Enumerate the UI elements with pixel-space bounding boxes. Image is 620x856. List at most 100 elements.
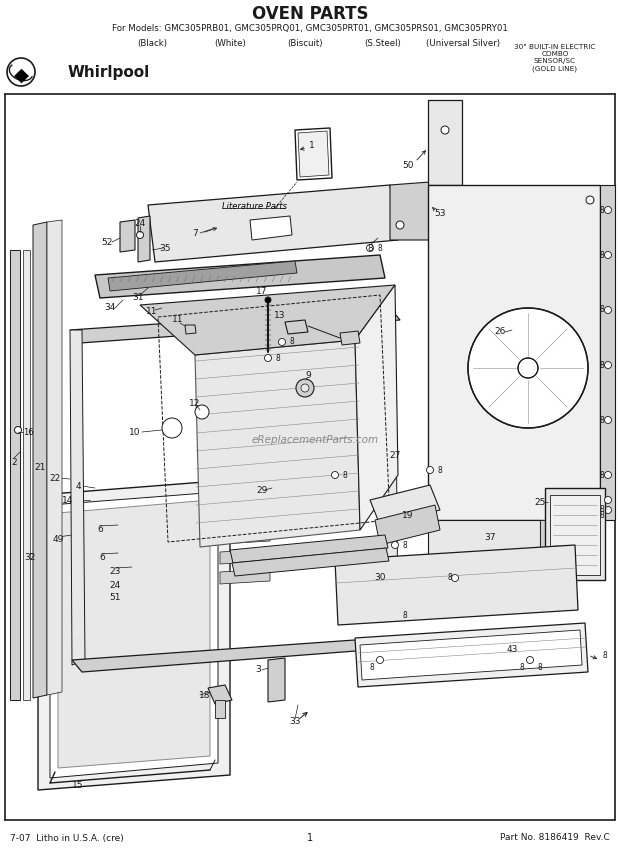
Text: 12: 12: [189, 399, 201, 407]
Text: 1: 1: [307, 833, 313, 843]
Text: 21: 21: [34, 462, 46, 472]
Polygon shape: [138, 216, 150, 262]
Polygon shape: [120, 220, 135, 252]
Circle shape: [451, 574, 459, 581]
Polygon shape: [50, 492, 218, 778]
Circle shape: [396, 221, 404, 229]
Circle shape: [604, 507, 611, 514]
Polygon shape: [340, 331, 360, 345]
Text: 13: 13: [274, 312, 286, 320]
Polygon shape: [148, 185, 398, 262]
Text: 8: 8: [600, 360, 604, 370]
Text: 8: 8: [448, 574, 453, 582]
Text: 8: 8: [538, 663, 542, 673]
Circle shape: [391, 542, 399, 549]
Text: 8: 8: [600, 471, 604, 479]
Text: 30" BUILT-IN ELECTRIC
COMBO
SENSOR/SC
(GOLD LINE): 30" BUILT-IN ELECTRIC COMBO SENSOR/SC (G…: [515, 45, 596, 72]
Circle shape: [376, 657, 384, 663]
Polygon shape: [380, 308, 398, 622]
Polygon shape: [540, 520, 600, 560]
Text: 8: 8: [378, 243, 383, 253]
Polygon shape: [428, 100, 462, 185]
Polygon shape: [33, 222, 47, 698]
Text: 24: 24: [135, 218, 146, 228]
Circle shape: [162, 418, 182, 438]
Text: (S.Steel): (S.Steel): [365, 39, 401, 47]
Polygon shape: [295, 128, 332, 180]
Circle shape: [278, 338, 285, 346]
Circle shape: [526, 664, 533, 671]
Circle shape: [604, 206, 611, 213]
Text: 8: 8: [367, 243, 373, 253]
Text: 19: 19: [402, 510, 414, 520]
Polygon shape: [370, 485, 440, 525]
Polygon shape: [208, 685, 232, 704]
Polygon shape: [360, 630, 582, 680]
Text: 51: 51: [109, 593, 121, 603]
Polygon shape: [38, 480, 230, 790]
Text: 17: 17: [256, 288, 268, 296]
Text: 15: 15: [73, 781, 84, 789]
Text: 8: 8: [600, 205, 604, 215]
Circle shape: [301, 384, 309, 392]
Polygon shape: [72, 638, 395, 672]
Text: 8: 8: [290, 337, 294, 347]
Polygon shape: [23, 250, 30, 700]
Text: 8: 8: [402, 610, 407, 620]
Text: 8: 8: [402, 540, 407, 550]
Text: 32: 32: [24, 554, 36, 562]
Circle shape: [586, 196, 594, 204]
Circle shape: [526, 657, 533, 663]
Text: 26: 26: [494, 328, 506, 336]
Text: 8: 8: [438, 466, 443, 474]
Text: 8: 8: [276, 354, 280, 362]
Polygon shape: [58, 500, 210, 768]
Polygon shape: [298, 131, 329, 177]
Circle shape: [427, 467, 433, 473]
Text: 8: 8: [600, 506, 604, 514]
Text: 8: 8: [520, 663, 525, 673]
Circle shape: [604, 472, 611, 479]
Polygon shape: [355, 623, 588, 687]
Text: 22: 22: [50, 473, 61, 483]
Text: 8: 8: [600, 510, 604, 520]
Text: 25: 25: [534, 497, 546, 507]
Text: 8: 8: [370, 663, 374, 673]
Polygon shape: [375, 505, 440, 545]
Circle shape: [604, 496, 611, 503]
Polygon shape: [220, 529, 270, 544]
Circle shape: [604, 252, 611, 259]
Circle shape: [265, 297, 271, 303]
Text: 43: 43: [507, 645, 518, 655]
Polygon shape: [428, 185, 600, 520]
Polygon shape: [355, 285, 398, 530]
Circle shape: [332, 472, 339, 479]
Text: 53: 53: [434, 209, 446, 217]
Text: 7: 7: [192, 229, 198, 237]
Text: 14: 14: [63, 496, 74, 504]
Text: (White): (White): [214, 39, 246, 47]
Polygon shape: [47, 220, 62, 695]
Circle shape: [518, 358, 538, 378]
Text: ◆: ◆: [14, 66, 29, 85]
Circle shape: [391, 611, 399, 619]
Text: 16: 16: [23, 427, 33, 437]
Polygon shape: [232, 548, 389, 576]
Circle shape: [604, 361, 611, 368]
Text: 11: 11: [146, 307, 157, 317]
Circle shape: [14, 426, 22, 433]
Polygon shape: [215, 700, 225, 718]
Circle shape: [265, 354, 272, 361]
Circle shape: [604, 417, 611, 424]
Text: 34: 34: [104, 304, 116, 312]
Text: (Universal Silver): (Universal Silver): [426, 39, 500, 47]
Text: 29: 29: [256, 485, 268, 495]
Circle shape: [366, 245, 373, 252]
Text: 6: 6: [97, 526, 103, 534]
Circle shape: [136, 231, 143, 239]
Text: 37: 37: [484, 533, 496, 543]
Circle shape: [468, 308, 588, 428]
Text: 33: 33: [290, 717, 301, 727]
Text: For Models: GMC305PRB01, GMC305PRQ01, GMC305PRT01, GMC305PRS01, GMC305PRY01: For Models: GMC305PRB01, GMC305PRQ01, GM…: [112, 23, 508, 33]
Polygon shape: [390, 182, 432, 240]
